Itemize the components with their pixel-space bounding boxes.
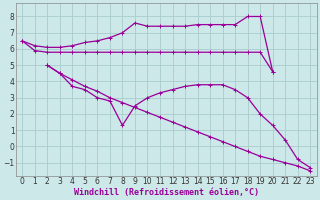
X-axis label: Windchill (Refroidissement éolien,°C): Windchill (Refroidissement éolien,°C) [74, 188, 259, 197]
